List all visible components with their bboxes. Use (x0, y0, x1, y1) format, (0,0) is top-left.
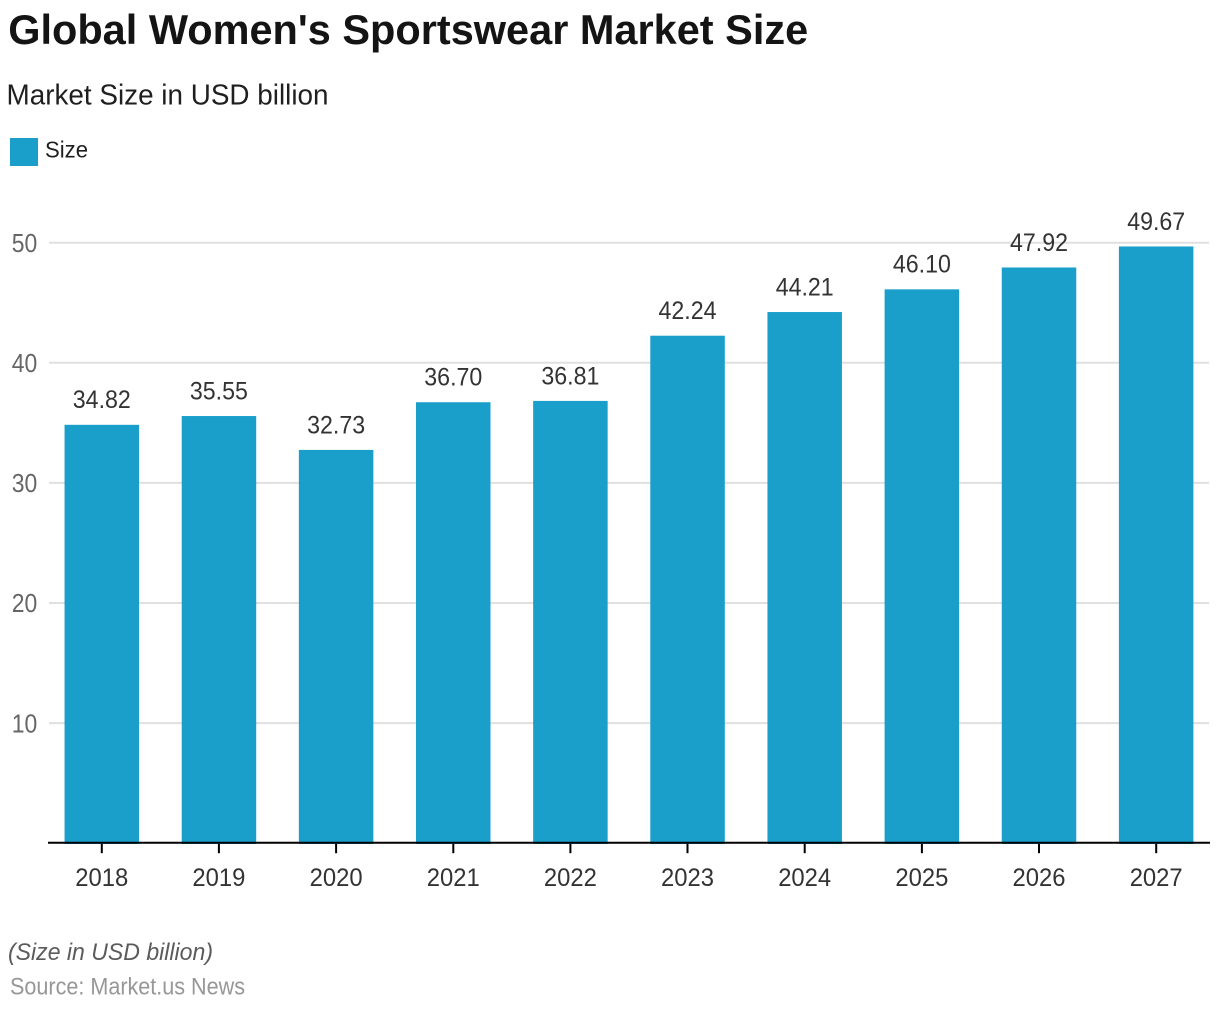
svg-text:2026: 2026 (1013, 864, 1066, 892)
svg-text:40: 40 (12, 348, 38, 378)
svg-text:2025: 2025 (895, 864, 948, 892)
svg-text:Global Women's Sportswear Mark: Global Women's Sportswear Market Size (8, 6, 808, 53)
svg-text:30: 30 (12, 468, 38, 498)
svg-text:Source: Market.us News: Source: Market.us News (10, 974, 245, 1001)
svg-text:Market Size in USD billion: Market Size in USD billion (7, 80, 329, 112)
svg-text:35.55: 35.55 (190, 377, 248, 405)
svg-text:46.10: 46.10 (893, 251, 951, 279)
svg-text:2019: 2019 (192, 864, 245, 892)
svg-text:(Size in USD billion): (Size in USD billion) (8, 939, 213, 966)
svg-text:2021: 2021 (427, 864, 480, 892)
svg-text:2022: 2022 (544, 864, 597, 892)
svg-text:50: 50 (12, 228, 38, 258)
svg-text:32.73: 32.73 (307, 411, 365, 439)
svg-text:34.82: 34.82 (73, 386, 131, 414)
svg-text:2024: 2024 (778, 864, 831, 892)
svg-text:36.70: 36.70 (424, 364, 482, 392)
svg-text:44.21: 44.21 (776, 273, 834, 301)
svg-text:42.24: 42.24 (659, 297, 717, 325)
svg-text:Size: Size (45, 137, 88, 163)
svg-text:49.67: 49.67 (1127, 208, 1185, 236)
svg-text:20: 20 (12, 588, 38, 618)
svg-text:36.81: 36.81 (541, 362, 599, 390)
svg-text:2018: 2018 (75, 864, 128, 892)
svg-text:10: 10 (12, 708, 38, 738)
svg-text:47.92: 47.92 (1010, 229, 1068, 257)
svg-text:2027: 2027 (1130, 864, 1183, 892)
svg-text:2020: 2020 (310, 864, 363, 892)
svg-text:2023: 2023 (661, 864, 714, 892)
